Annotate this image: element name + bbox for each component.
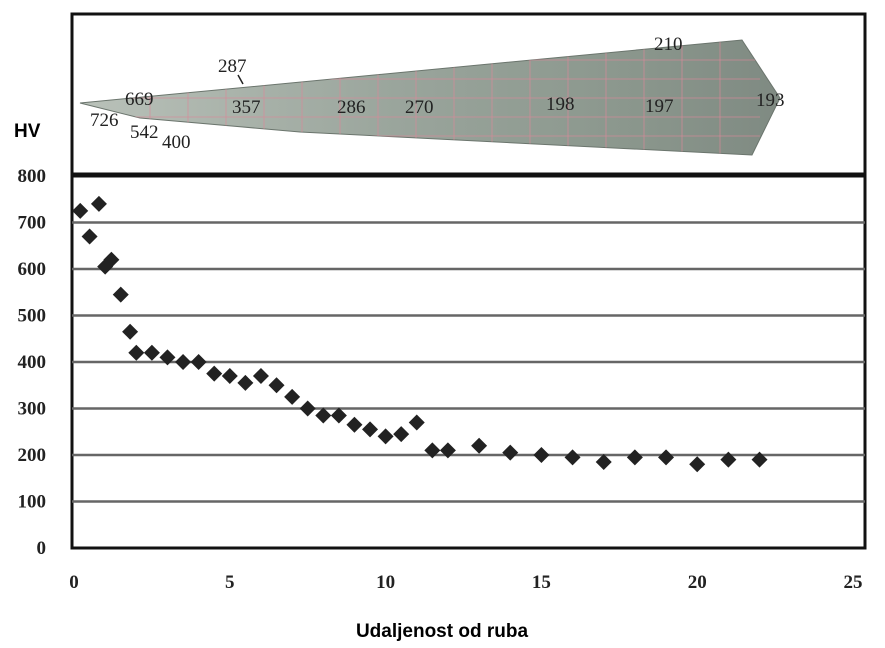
data-point [122, 323, 139, 340]
blade-image-panel: 287 669 726 542 400 357 286 270 198 197 210 193 [70, 12, 867, 176]
blade-hardness-label: 270 [405, 97, 434, 118]
x-tick-label: 20 [688, 572, 707, 593]
data-point [564, 449, 581, 466]
data-point [299, 400, 316, 417]
data-point [112, 286, 129, 303]
data-point [252, 367, 269, 384]
y-axis-title: HV [14, 121, 41, 142]
blade-hardness-label: 197 [645, 96, 674, 117]
blade-hardness-labels: 287 669 726 542 400 357 286 270 198 197 210 193 [90, 34, 785, 153]
data-point [206, 365, 223, 382]
y-axis-ticks: 0 100 200 300 400 500 600 700 800 [18, 166, 47, 559]
blade-hardness-label: 357 [232, 97, 261, 118]
data-point [81, 228, 98, 245]
blade-hardness-label: 210 [654, 34, 683, 55]
data-point [408, 414, 425, 431]
blade-hardness-label: 669 [125, 89, 154, 110]
data-point [658, 449, 675, 466]
data-point [221, 367, 238, 384]
blade-shape [79, 39, 781, 156]
blade-hardness-label: 286 [337, 97, 366, 118]
data-point [393, 426, 410, 443]
data-point [90, 195, 107, 212]
data-point [72, 202, 89, 219]
data-point [330, 407, 347, 424]
blade-hardness-label: 542 [130, 122, 159, 143]
data-point [143, 344, 160, 361]
data-point [689, 456, 706, 473]
data-point [284, 388, 301, 405]
y-tick-label: 400 [18, 352, 47, 373]
blade-hardness-label: 193 [756, 90, 785, 111]
data-point [103, 251, 120, 268]
data-point [362, 421, 379, 438]
data-point [377, 428, 394, 445]
data-point [346, 416, 363, 433]
data-point [175, 354, 192, 370]
blade-hardness-label: 198 [546, 94, 575, 115]
x-tick-label: 5 [225, 572, 235, 593]
x-tick-label: 25 [844, 572, 863, 593]
data-point [237, 374, 254, 391]
x-tick-label: 15 [532, 572, 551, 593]
x-tick-label: 10 [376, 572, 395, 593]
data-point [439, 442, 456, 459]
data-point [533, 447, 550, 463]
data-point [626, 449, 643, 466]
y-tick-label: 100 [18, 492, 47, 513]
data-point [595, 453, 612, 470]
x-tick-label: 0 [69, 572, 79, 593]
data-point [751, 451, 768, 468]
blade-hardness-label: 400 [162, 132, 191, 153]
plot-area [70, 174, 867, 550]
y-tick-label: 600 [18, 259, 47, 280]
data-point [128, 344, 145, 361]
y-tick-label: 700 [18, 213, 47, 234]
data-point [471, 437, 488, 454]
y-tick-label: 500 [18, 306, 47, 327]
blade-hardness-label: 287 [218, 56, 247, 77]
data-point [159, 349, 176, 366]
blade-hardness-label: 726 [90, 110, 119, 131]
y-tick-label: 300 [18, 399, 47, 420]
data-point [720, 451, 737, 468]
data-points [72, 195, 768, 473]
y-tick-label: 200 [18, 445, 47, 466]
y-tick-label: 0 [37, 538, 47, 559]
data-point [315, 407, 332, 424]
x-axis-title: Udaljenost od ruba [356, 621, 529, 642]
x-axis-ticks: 0 5 10 15 20 25 [69, 572, 862, 593]
data-point [268, 377, 285, 394]
data-point [502, 444, 519, 461]
y-tick-label: 800 [18, 166, 47, 187]
blade-label-pointer [237, 74, 244, 85]
data-point [190, 354, 207, 370]
data-point [424, 442, 441, 459]
